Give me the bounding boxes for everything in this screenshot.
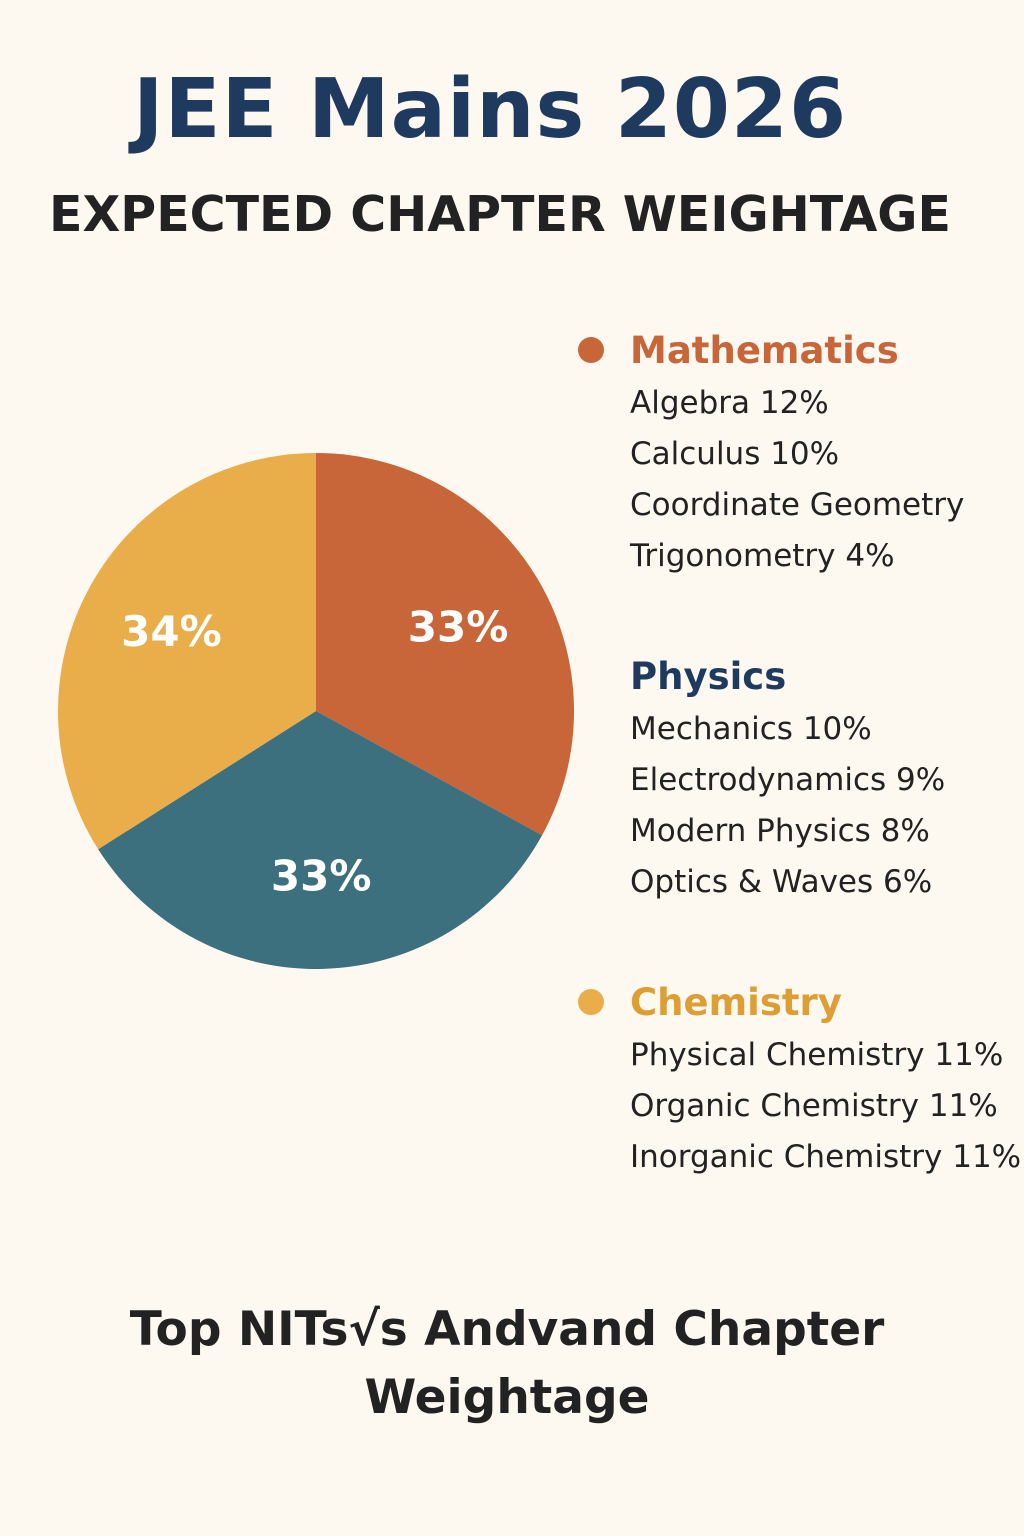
pie-slice-2 — [58, 453, 317, 850]
legend-group-chemistry: Chemistry Physical Chemistry 11% Organic… — [578, 974, 1024, 1183]
footer-line-1: Top NITs√s Andvand Chapter — [129, 1302, 885, 1357]
pie-chart: 33% 33% 34% — [58, 453, 574, 969]
legend-group-title-mathematics: Mathematics — [630, 328, 899, 372]
legend-item: Electrodynamics 9% — [630, 762, 946, 798]
legend-group-title-physics: Physics — [630, 654, 787, 698]
legend-item: Trigonometry 4% — [630, 538, 895, 574]
footer-caption: Top NITs√s Andvand Chapter Weightage — [0, 1296, 1014, 1432]
footer-line-2: Weightage — [364, 1370, 650, 1425]
pie-slice-1 — [98, 711, 543, 969]
legend-item: Mechanics 10% — [630, 711, 872, 747]
legend-group-title-chemistry: Chemistry — [630, 980, 842, 1024]
legend-group-mathematics: Mathematics Algebra 12% Calculus 10% Coo… — [578, 322, 1024, 582]
chemistry-bullet-icon — [578, 989, 604, 1015]
mathematics-bullet-icon — [578, 337, 604, 363]
page-title: JEE Mains 2026 — [132, 62, 848, 157]
pie-slice-0 — [316, 453, 574, 836]
page-subtitle: EXPECTED CHAPTER WEIGHTAGE — [49, 186, 951, 243]
pie-slice-label-2: 34% — [121, 607, 222, 656]
legend-item: Calculus 10% — [630, 436, 840, 472]
legend-item: Physical Chemistry 11% — [630, 1037, 1004, 1073]
legend-item: Optics & Waves 6% — [630, 864, 933, 900]
legend: Mathematics Algebra 12% Calculus 10% Coo… — [578, 322, 1024, 1183]
pie-slice-label-1: 33% — [271, 851, 372, 900]
legend-item: Algebra 12% — [630, 385, 829, 421]
legend-item: Modern Physics 8% — [630, 813, 930, 849]
pie-slice-label-0: 33% — [408, 603, 509, 652]
legend-item: Inorganic Chemistry 11% — [630, 1139, 1022, 1175]
legend-item: Coordinate Geometry — [630, 487, 965, 523]
legend-group-physics: Physics Mechanics 10% Electrodynamics 9%… — [578, 648, 1024, 908]
legend-item: Organic Chemistry 11% — [630, 1088, 998, 1124]
